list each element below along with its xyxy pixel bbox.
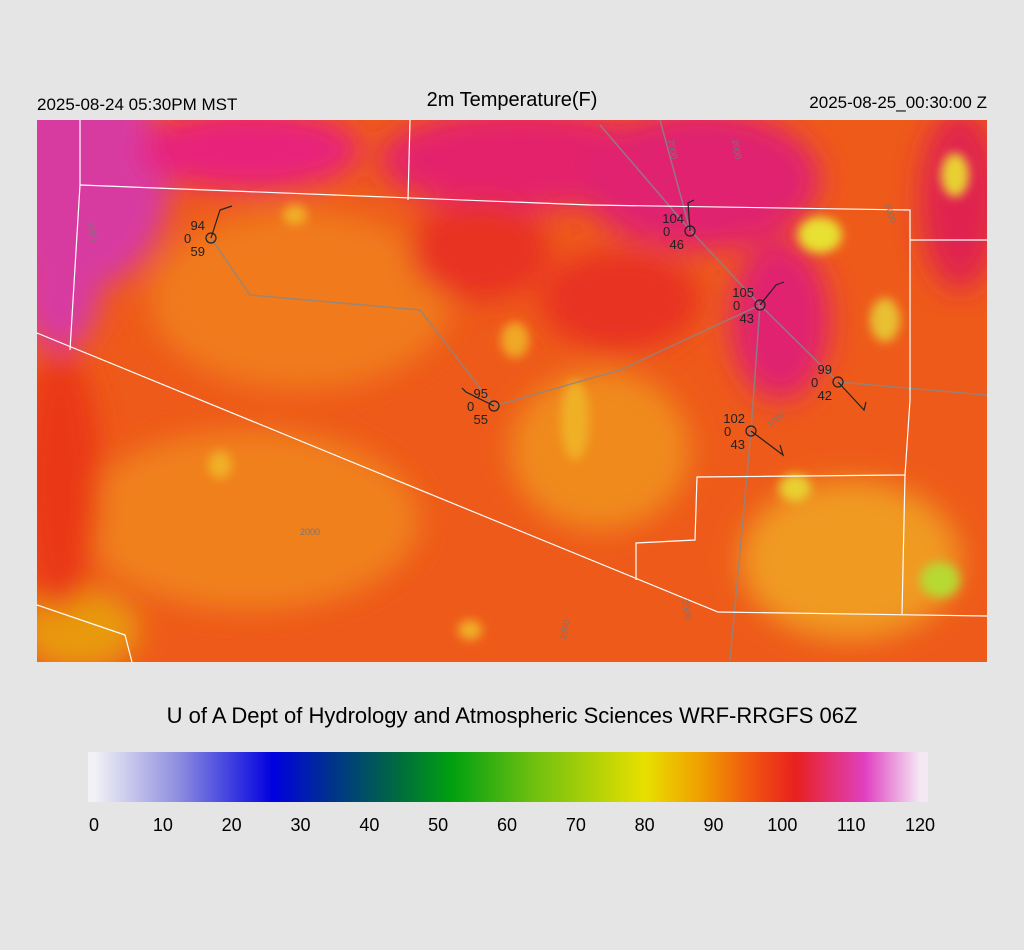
station-wind: 0	[184, 231, 191, 246]
station-dewpoint: 42	[818, 388, 832, 403]
wind-barb	[759, 281, 785, 306]
colorbar-tick-label: 40	[359, 815, 379, 835]
colorbar-tick-label: 90	[703, 815, 723, 835]
map	[37, 120, 987, 662]
colorbar-tick-label: 70	[566, 815, 586, 835]
colorbar-tick-label: 50	[428, 815, 448, 835]
station-temp: 95	[474, 386, 488, 401]
station-marker	[832, 376, 844, 388]
valid-time-utc: 2025-08-25_00:30:00 Z	[809, 93, 987, 112]
station-dewpoint: 43	[740, 311, 754, 326]
station-wind: 0	[724, 424, 731, 439]
station-temp: 104	[662, 211, 684, 226]
station-temp: 94	[191, 218, 205, 233]
colorbar-tick-label: 60	[497, 815, 517, 835]
colorbar-tick-label: 110	[837, 815, 866, 835]
station-wind: 0	[733, 298, 740, 313]
station-temp: 99	[818, 362, 832, 377]
wind-barb	[837, 381, 867, 412]
wind-barb	[210, 205, 233, 239]
footer-credit: U of A Dept of Hydrology and Atmospheric…	[167, 703, 858, 728]
wind-barb	[750, 430, 785, 457]
colorbar-tick-label: 80	[635, 815, 655, 835]
station-dewpoint: 55	[474, 412, 488, 427]
station-marker	[745, 425, 757, 437]
station-wind: 0	[811, 375, 818, 390]
station-dewpoint: 43	[731, 437, 745, 452]
station-wind: 0	[663, 224, 670, 239]
station-wind: 0	[467, 399, 474, 414]
colorbar-tick-label: 0	[89, 815, 99, 835]
contour-label: 2000	[730, 139, 743, 160]
contour-label: 1000	[86, 221, 99, 242]
colorbar-tick-label: 20	[222, 815, 242, 835]
valid-time-local: 2025-08-24 05:30PM MST	[37, 95, 237, 114]
station-dewpoint: 46	[670, 237, 684, 252]
map-title: 2m Temperature(F)	[427, 89, 598, 111]
station-dewpoint: 59	[191, 244, 205, 259]
station-temp: 105	[732, 285, 754, 300]
contour-label: 2000	[300, 527, 320, 537]
colorbar-tick-label: 100	[767, 815, 797, 835]
contour-label: 2000	[666, 139, 679, 160]
contour-label: 2000	[558, 619, 571, 640]
colorbar-tick-label: 30	[290, 815, 310, 835]
station-temp: 102	[723, 411, 745, 426]
colorbar	[88, 752, 928, 802]
colorbar-tick-label: 120	[905, 815, 935, 835]
contour-label: 2000	[680, 599, 693, 620]
wind-barb	[687, 199, 695, 232]
station-marker	[205, 232, 217, 244]
station-marker	[754, 299, 766, 311]
station-marker	[488, 400, 500, 412]
colorbar-tick-label: 10	[153, 815, 173, 835]
wind-barb	[461, 387, 495, 407]
